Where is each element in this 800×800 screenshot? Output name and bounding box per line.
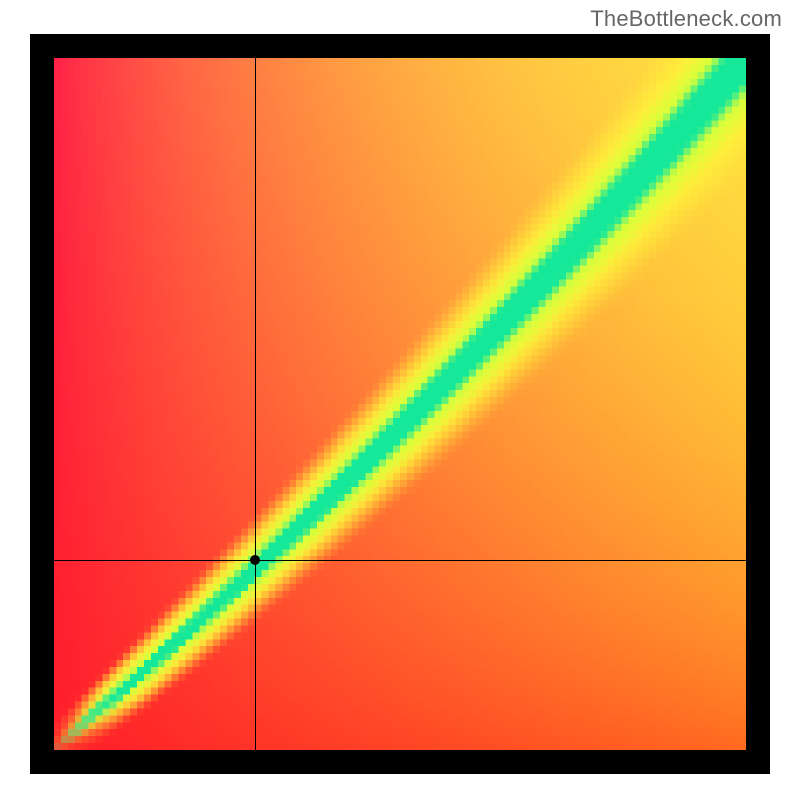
crosshair-marker-dot — [250, 555, 260, 565]
plot-outer-frame — [30, 34, 770, 774]
crosshair-horizontal — [54, 560, 746, 561]
watermark-text: TheBottleneck.com — [590, 6, 782, 32]
crosshair-vertical — [255, 58, 256, 750]
bottleneck-heatmap — [54, 58, 746, 750]
